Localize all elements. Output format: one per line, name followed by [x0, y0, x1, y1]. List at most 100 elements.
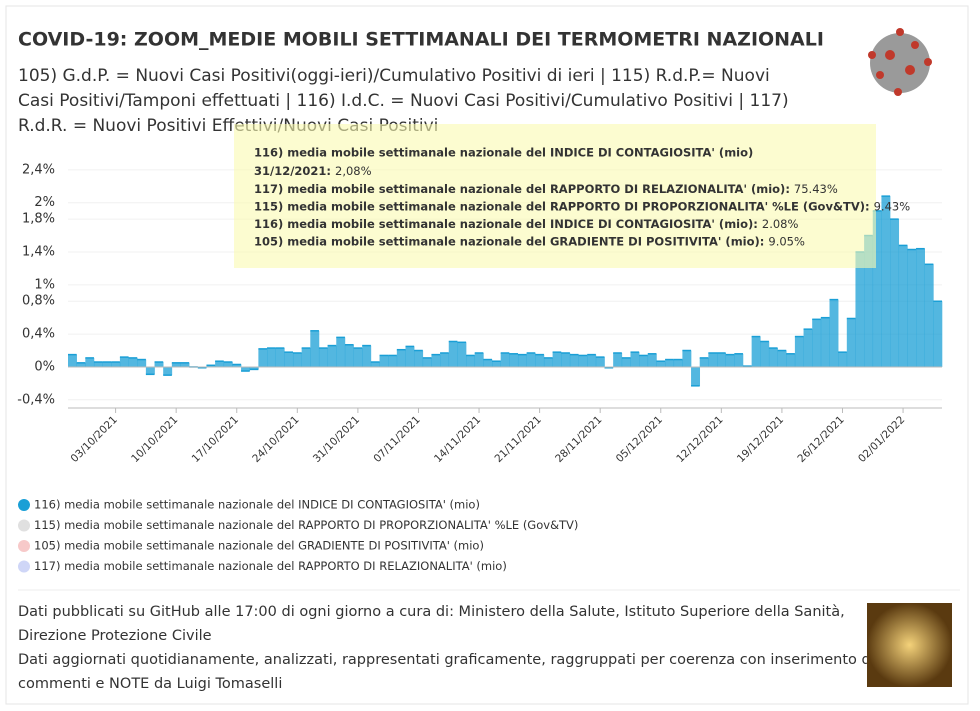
- tooltip-line: 115) media mobile settimanale nazionale …: [254, 199, 910, 213]
- legend-label: 116) media mobile settimanale nazionale …: [34, 498, 480, 512]
- area-step: [163, 366, 173, 376]
- virus-image: [868, 28, 932, 96]
- tooltip-line-label: 105) media mobile settimanale nazionale …: [254, 234, 764, 248]
- legend-label: 105) media mobile settimanale nazionale …: [34, 539, 484, 553]
- area-step: [422, 357, 432, 367]
- area-step: [916, 248, 925, 367]
- area-step: [543, 357, 553, 367]
- area-step: [362, 345, 372, 367]
- y-tick-label: 2%: [34, 195, 55, 210]
- legend-marker: [18, 519, 30, 532]
- y-tick-label: 1,4%: [22, 244, 55, 259]
- area-step: [751, 336, 761, 367]
- area-step: [137, 359, 147, 367]
- legend-marker: [18, 540, 30, 552]
- area-step: [76, 362, 86, 367]
- area-step: [405, 346, 415, 367]
- tooltip-line-value: 9.05%: [768, 234, 805, 248]
- area-step: [145, 366, 155, 375]
- area-step: [587, 354, 597, 367]
- area-step: [569, 354, 579, 367]
- area-step: [344, 344, 354, 367]
- area-step: [102, 362, 112, 367]
- area-step: [691, 366, 701, 386]
- tooltip-line: 117) media mobile settimanale nazionale …: [254, 182, 838, 196]
- area-step: [370, 362, 380, 367]
- area-step: [665, 359, 675, 367]
- area-step: [93, 362, 103, 367]
- y-tick-label: 0,8%: [22, 294, 55, 309]
- area-step: [500, 352, 510, 367]
- area-step: [310, 330, 320, 367]
- area-step: [301, 348, 311, 367]
- area-step: [846, 318, 856, 367]
- area-step: [890, 219, 900, 367]
- title: COVID-19: ZOOM_MEDIE MOBILI SETTIMANALI …: [18, 29, 824, 51]
- area-step: [111, 362, 121, 367]
- area-step: [431, 354, 441, 367]
- area-step: [85, 357, 95, 367]
- area-step: [327, 345, 337, 367]
- area-step: [864, 235, 874, 367]
- subtitle: Casi Positivi/Tamponi effettuati | 116) …: [18, 91, 789, 111]
- tooltip-line: 105) media mobile settimanale nazionale …: [254, 234, 805, 248]
- area-step: [803, 329, 813, 367]
- tooltip-date: 31/12/2021: 2,08%: [254, 164, 372, 178]
- tooltip-header: 116) media mobile settimanale nazionale …: [254, 146, 753, 160]
- area-step: [578, 355, 588, 367]
- footer-text: Dati aggiornati quotidianamente, analizz…: [18, 652, 875, 668]
- area-step: [517, 354, 527, 367]
- area-step: [440, 352, 450, 367]
- area-step: [180, 362, 190, 367]
- area-step: [829, 299, 839, 367]
- area-step: [336, 337, 346, 367]
- area-step: [708, 352, 718, 367]
- tooltip-line-label: 116) media mobile settimanale nazionale …: [254, 217, 758, 231]
- area-step: [119, 357, 129, 367]
- area-step: [292, 352, 302, 367]
- y-tick-label: -0,4%: [17, 392, 55, 407]
- tooltip-date-value: 2,08%: [335, 164, 372, 178]
- area-step: [786, 353, 796, 367]
- legend-label: 115) media mobile settimanale nazionale …: [34, 518, 578, 532]
- area-step: [249, 366, 259, 370]
- area-step: [379, 355, 389, 367]
- area-step: [734, 353, 744, 367]
- area-step: [241, 366, 251, 372]
- area-step: [215, 361, 225, 367]
- legend-label: 117) media mobile settimanale nazionale …: [34, 559, 507, 573]
- area-step: [699, 357, 709, 367]
- area-step: [838, 352, 848, 367]
- area-step: [777, 350, 787, 367]
- area-step: [448, 341, 458, 367]
- tooltip-line-label: 115) media mobile settimanale nazionale …: [254, 199, 870, 213]
- tooltip-line: 116) media mobile settimanale nazionale …: [254, 217, 798, 231]
- area-step: [820, 317, 830, 367]
- photo: [867, 603, 952, 687]
- area-step: [881, 196, 891, 367]
- area-step: [483, 359, 493, 367]
- area-step: [466, 355, 476, 367]
- area-step: [353, 348, 363, 367]
- area-step: [673, 359, 683, 367]
- area-step: [812, 319, 822, 367]
- area-step: [933, 301, 943, 367]
- tooltip-line-label: 117) media mobile settimanale nazionale …: [254, 182, 790, 196]
- legend-marker: [18, 560, 30, 573]
- area-step: [872, 210, 882, 367]
- area-step: [621, 357, 631, 367]
- legend-marker: [18, 499, 30, 511]
- subtitle: 105) G.d.P. = Nuovi Casi Positivi(oggi-i…: [18, 66, 770, 86]
- area-step: [267, 348, 276, 367]
- area-step: [855, 251, 865, 367]
- area-step: [552, 352, 562, 367]
- area-step: [561, 352, 571, 367]
- area-step: [68, 354, 77, 367]
- area-step: [258, 348, 268, 367]
- area-step: [725, 354, 735, 367]
- tooltip-box: [234, 124, 876, 268]
- footer-text: commenti e NOTE da Luigi Tomaselli: [18, 676, 282, 692]
- tooltip-line-value: 75.43%: [794, 182, 838, 196]
- area-step: [396, 349, 406, 367]
